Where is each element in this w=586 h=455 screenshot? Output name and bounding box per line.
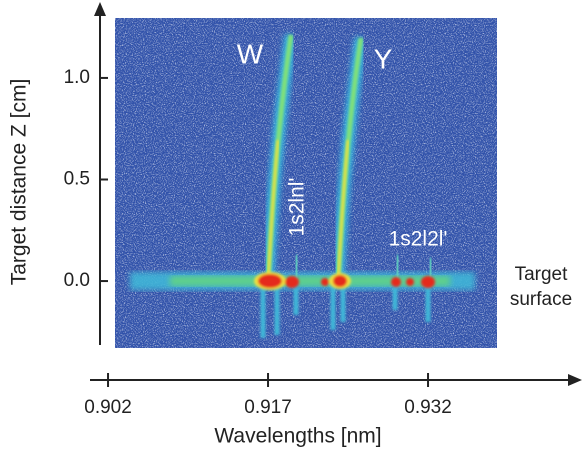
y-tick-label: 0.0 bbox=[64, 270, 90, 291]
x-axis-arrow bbox=[568, 374, 582, 386]
annotation: W bbox=[237, 38, 264, 69]
annotation: 1s2l2l' bbox=[389, 228, 448, 251]
x-tick-label: 0.917 bbox=[244, 397, 292, 418]
spectrum-image bbox=[115, 18, 497, 348]
annotation: 1s2lnl' bbox=[286, 178, 309, 237]
y-tick-label: 1.0 bbox=[64, 67, 90, 88]
x-tick-label: 0.932 bbox=[404, 397, 452, 418]
y-tick-label: 0.5 bbox=[64, 169, 90, 190]
x-axis-label: Wavelengths [nm] bbox=[214, 425, 381, 448]
y-axis-label: Target distance Z [cm] bbox=[8, 79, 31, 286]
x-tick-label: 0.902 bbox=[84, 397, 132, 418]
y-axis-arrow bbox=[94, 2, 106, 16]
side-label: Target bbox=[515, 264, 569, 285]
side-label: surface bbox=[510, 289, 572, 310]
annotation: Y bbox=[374, 43, 393, 74]
